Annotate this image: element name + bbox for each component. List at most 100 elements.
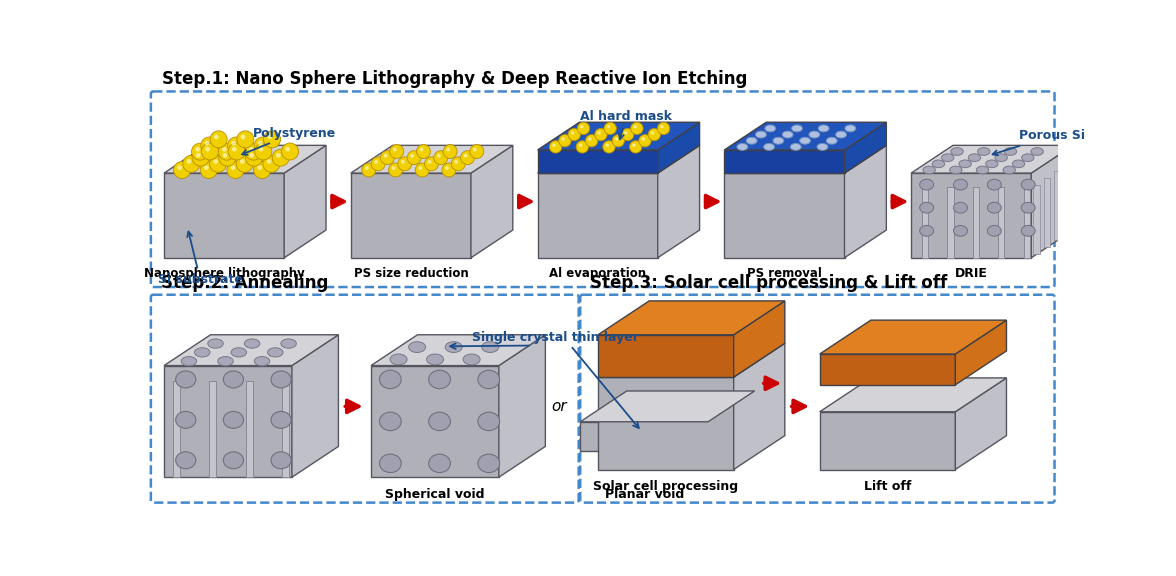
Circle shape (236, 131, 254, 148)
Polygon shape (537, 122, 700, 150)
Circle shape (222, 153, 227, 158)
Circle shape (205, 141, 209, 146)
Text: Polystyrene: Polystyrene (242, 127, 336, 155)
Circle shape (263, 131, 281, 148)
Ellipse shape (951, 147, 963, 156)
Circle shape (192, 149, 209, 166)
Ellipse shape (954, 225, 968, 236)
Ellipse shape (958, 160, 971, 168)
Ellipse shape (773, 137, 783, 144)
Circle shape (249, 153, 254, 158)
Circle shape (577, 122, 589, 135)
Circle shape (660, 125, 663, 128)
Polygon shape (955, 320, 1007, 385)
Polygon shape (708, 391, 755, 451)
Circle shape (241, 135, 246, 139)
Circle shape (211, 131, 227, 148)
Circle shape (203, 165, 209, 170)
Ellipse shape (817, 143, 828, 150)
Polygon shape (657, 145, 700, 258)
Ellipse shape (920, 202, 934, 213)
Polygon shape (734, 301, 784, 377)
Text: Nanosphere lithography: Nanosphere lithography (143, 267, 305, 280)
Circle shape (612, 135, 624, 147)
Polygon shape (1044, 178, 1050, 247)
Ellipse shape (988, 202, 1001, 213)
Circle shape (281, 143, 299, 160)
Circle shape (604, 122, 616, 135)
Circle shape (416, 145, 430, 158)
Circle shape (219, 143, 235, 160)
Circle shape (201, 137, 218, 154)
Polygon shape (370, 335, 546, 366)
Circle shape (192, 143, 208, 160)
Ellipse shape (1021, 225, 1035, 236)
Text: or: or (552, 399, 567, 414)
Polygon shape (599, 377, 734, 469)
Circle shape (258, 165, 262, 170)
Polygon shape (163, 335, 339, 366)
Polygon shape (1023, 187, 1030, 258)
Ellipse shape (933, 160, 944, 168)
Circle shape (178, 165, 182, 170)
Polygon shape (292, 335, 339, 478)
Circle shape (607, 125, 610, 128)
Circle shape (232, 147, 236, 151)
Ellipse shape (844, 125, 856, 132)
Circle shape (642, 137, 644, 141)
Polygon shape (820, 320, 1007, 354)
Ellipse shape (446, 342, 462, 353)
Ellipse shape (1021, 179, 1035, 190)
Ellipse shape (181, 357, 196, 366)
Text: Step.2: Annealing: Step.2: Annealing (161, 274, 328, 293)
Text: Solar cell processing: Solar cell processing (594, 480, 739, 493)
Circle shape (579, 143, 582, 147)
Circle shape (633, 143, 636, 147)
Polygon shape (470, 145, 513, 258)
Ellipse shape (1004, 147, 1016, 156)
Circle shape (639, 135, 652, 147)
Polygon shape (350, 173, 470, 258)
Text: DRIE: DRIE (955, 267, 988, 280)
Circle shape (228, 143, 245, 160)
Circle shape (595, 128, 607, 141)
Ellipse shape (245, 339, 260, 348)
Polygon shape (820, 412, 955, 469)
Ellipse shape (270, 452, 292, 469)
Circle shape (245, 143, 262, 160)
Ellipse shape (818, 125, 829, 132)
Ellipse shape (968, 154, 981, 161)
Ellipse shape (223, 411, 243, 429)
Circle shape (205, 147, 211, 151)
Polygon shape (820, 378, 1007, 412)
Circle shape (201, 143, 219, 160)
Circle shape (549, 141, 562, 153)
Circle shape (365, 166, 369, 170)
Ellipse shape (218, 357, 233, 366)
Ellipse shape (223, 371, 243, 388)
Ellipse shape (175, 371, 196, 388)
Circle shape (657, 122, 670, 135)
Polygon shape (998, 187, 1004, 258)
Polygon shape (1034, 185, 1040, 255)
Circle shape (446, 147, 450, 151)
Polygon shape (844, 145, 887, 258)
Ellipse shape (230, 348, 247, 357)
Circle shape (615, 137, 619, 141)
Ellipse shape (800, 137, 810, 144)
Ellipse shape (175, 452, 196, 469)
Polygon shape (911, 145, 1074, 173)
Circle shape (230, 165, 235, 170)
Polygon shape (922, 187, 928, 258)
Circle shape (389, 145, 403, 158)
Ellipse shape (764, 125, 776, 132)
Circle shape (381, 151, 394, 165)
Circle shape (629, 141, 642, 153)
Ellipse shape (1013, 160, 1024, 168)
Circle shape (437, 154, 441, 158)
Text: Step.1: Nano Sphere Lithography & Deep Reactive Ion Etching: Step.1: Nano Sphere Lithography & Deep R… (162, 70, 748, 88)
Circle shape (259, 147, 263, 151)
Polygon shape (1031, 145, 1074, 258)
Circle shape (174, 161, 191, 179)
Circle shape (393, 147, 396, 151)
